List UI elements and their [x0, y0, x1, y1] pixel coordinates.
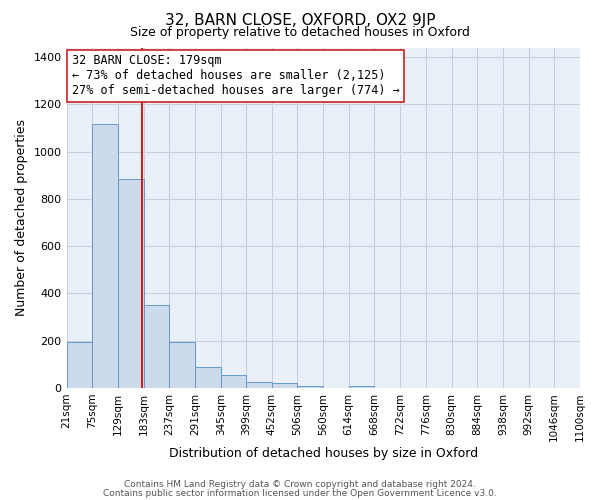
Bar	[67, 342, 92, 388]
Text: Size of property relative to detached houses in Oxford: Size of property relative to detached ho…	[130, 26, 470, 39]
Text: Contains HM Land Registry data © Crown copyright and database right 2024.: Contains HM Land Registry data © Crown c…	[124, 480, 476, 489]
Bar	[272, 383, 298, 388]
Bar	[247, 382, 272, 388]
Bar	[349, 386, 374, 388]
Bar	[195, 366, 221, 388]
Bar	[221, 375, 247, 388]
Text: 32, BARN CLOSE, OXFORD, OX2 9JP: 32, BARN CLOSE, OXFORD, OX2 9JP	[165, 12, 435, 28]
Bar	[92, 124, 118, 388]
Text: 32 BARN CLOSE: 179sqm
← 73% of detached houses are smaller (2,125)
27% of semi-d: 32 BARN CLOSE: 179sqm ← 73% of detached …	[71, 54, 400, 98]
Bar	[298, 386, 323, 388]
Bar	[118, 178, 143, 388]
X-axis label: Distribution of detached houses by size in Oxford: Distribution of detached houses by size …	[169, 447, 478, 460]
Bar	[143, 305, 169, 388]
Bar	[169, 342, 195, 388]
Text: Contains public sector information licensed under the Open Government Licence v3: Contains public sector information licen…	[103, 488, 497, 498]
Y-axis label: Number of detached properties: Number of detached properties	[15, 119, 28, 316]
